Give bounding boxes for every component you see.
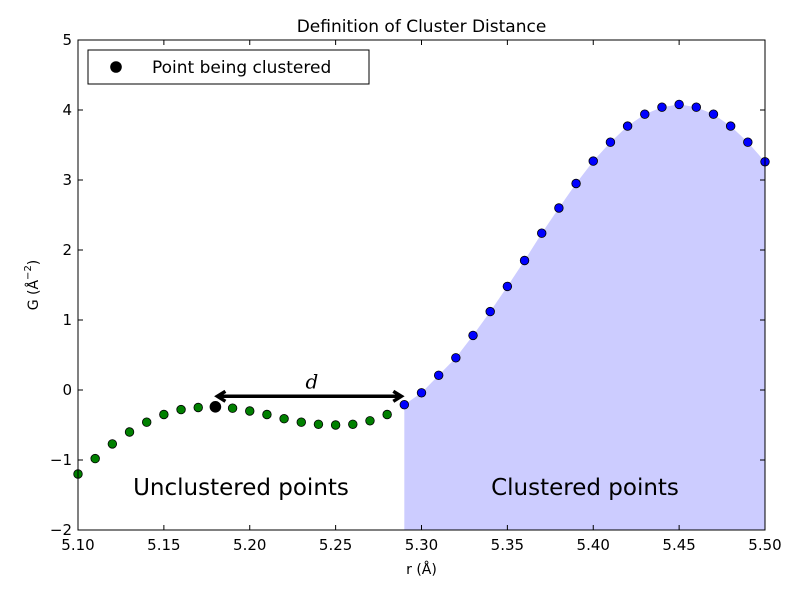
unclustered-points-label: Unclustered points [133, 475, 349, 501]
clustered-point [605, 137, 616, 147]
clustered-point [451, 353, 461, 363]
unclustered-point [313, 419, 324, 430]
y-tick-label: 1 [62, 311, 72, 329]
x-tick-label: 5.45 [662, 536, 695, 554]
x-tick-label: 5.20 [233, 536, 266, 554]
y-tick-label: 4 [62, 101, 72, 119]
unclustered-point [348, 419, 358, 430]
point-being-clustered [209, 401, 222, 413]
x-tick-label: 5.40 [577, 536, 610, 554]
unclustered-point [107, 439, 118, 449]
clustered-point [725, 121, 736, 131]
clustered-point [502, 281, 513, 292]
distance-arrow [214, 389, 405, 403]
axis-ticks [77, 39, 766, 531]
clustered-point [399, 400, 410, 410]
y-axis-label-exponent: −2 [23, 265, 34, 280]
y-tick-label: 3 [62, 171, 72, 189]
x-tick-labels: 5.10 5.15 5.20 5.25 5.30 5.35 5.40 5.45 5.50 [61, 536, 781, 554]
y-tick-label: 5 [62, 31, 72, 49]
clustered-point [537, 228, 547, 238]
unclustered-points-series [73, 402, 392, 479]
distance-arrow-head-right [392, 389, 405, 403]
clustered-point [519, 255, 530, 266]
legend-marker-point-being-clustered [110, 61, 122, 73]
unclustered-point [296, 417, 306, 427]
y-axis-label-base: G (Å [25, 280, 42, 311]
chart-title: Definition of Cluster Distance [297, 17, 547, 37]
y-tick-label: −1 [50, 451, 72, 469]
x-tick-label: 5.30 [405, 536, 438, 554]
legend-label-point-being-clustered: Point being clustered [152, 58, 331, 78]
clustered-point [468, 330, 478, 341]
y-tick-label: 2 [62, 241, 72, 259]
clustered-point [622, 121, 633, 131]
clustered-point [674, 99, 684, 110]
x-tick-label: 5.35 [491, 536, 524, 554]
distance-arrow-head-left [214, 389, 227, 403]
unclustered-point [330, 420, 341, 430]
unclustered-point [365, 416, 375, 426]
unclustered-point [124, 427, 135, 437]
y-tick-labels: −2 −1 0 1 2 3 4 5 [50, 31, 72, 539]
clustered-point [571, 178, 581, 189]
clustered-point [588, 156, 598, 166]
y-tick-label: −2 [50, 521, 72, 539]
clustered-point [640, 109, 650, 119]
plot-area [73, 99, 770, 531]
clustered-point [416, 388, 427, 398]
unclustered-point [193, 402, 203, 413]
clustered-point [708, 109, 719, 119]
clustered-point [433, 370, 444, 381]
legend: Point being clustered [87, 49, 370, 85]
x-tick-label: 5.10 [61, 536, 94, 554]
unclustered-point [382, 409, 392, 420]
x-tick-label: 5.15 [147, 536, 180, 554]
x-tick-label: 5.50 [748, 536, 781, 554]
clustered-fill-area [404, 104, 765, 531]
unclustered-point [245, 406, 255, 416]
highlight-point-group [209, 401, 222, 413]
unclustered-point [279, 414, 289, 424]
x-tick-label: 5.25 [319, 536, 352, 554]
y-axis-label-close: ) [26, 260, 42, 265]
unclustered-point [262, 409, 272, 420]
x-axis-label: r (Å) [406, 561, 437, 578]
unclustered-point [227, 403, 238, 413]
distance-label: d [305, 369, 318, 393]
legend-box [87, 49, 370, 85]
unclustered-point [141, 417, 152, 427]
clustered-points-series [399, 99, 770, 410]
unclustered-point [176, 404, 186, 415]
unclustered-point [90, 453, 100, 464]
clustered-point [657, 102, 667, 112]
unclustered-point [159, 409, 169, 420]
clustered-point [485, 306, 495, 317]
clustered-points-label: Clustered points [491, 475, 679, 501]
clustered-point [691, 102, 702, 112]
y-axis-label: G (Å−2) [23, 260, 42, 311]
y-tick-label: 0 [62, 381, 72, 399]
clustered-point [554, 203, 564, 213]
clustered-point [743, 137, 753, 147]
